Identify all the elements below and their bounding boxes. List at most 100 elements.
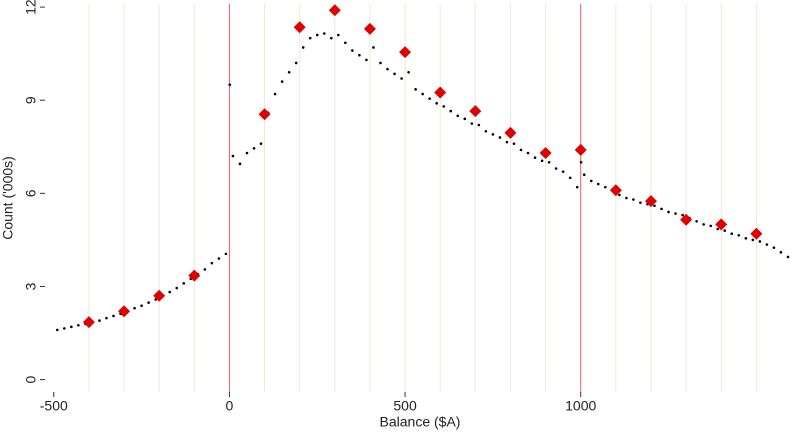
dot-marker	[77, 323, 80, 327]
dot-marker	[449, 109, 453, 113]
dot-marker	[287, 70, 291, 74]
dot-marker	[579, 161, 583, 164]
dot-marker	[477, 123, 481, 127]
dot-marker	[372, 46, 375, 49]
dot-marker	[386, 67, 389, 71]
diamond-marker	[399, 46, 412, 59]
dot-marker	[245, 151, 249, 155]
dot-marker	[660, 207, 663, 211]
diamond-marker	[644, 195, 657, 208]
dot-marker	[203, 268, 207, 271]
x-tick-label: 500	[393, 398, 417, 414]
diamond-marker	[715, 218, 728, 231]
dot-marker	[751, 238, 755, 242]
dot-marker	[147, 301, 150, 304]
dot-marker	[779, 251, 783, 254]
dot-marker	[421, 92, 424, 96]
dot-marker	[758, 240, 762, 243]
dot-marker	[667, 210, 670, 214]
diamond-marker	[574, 143, 587, 156]
dot-marker	[765, 243, 769, 246]
dot-marker	[435, 102, 438, 105]
x-tick-label: -500	[40, 398, 68, 414]
dot-marker	[512, 142, 516, 145]
dot-marker	[322, 32, 326, 35]
dot-marker	[561, 170, 565, 173]
dot-marker	[407, 70, 410, 74]
dot-marker	[393, 72, 396, 76]
dot-marker	[533, 156, 537, 159]
y-axis-title: Count ('000s)	[0, 156, 16, 240]
diamond-marker	[363, 22, 376, 35]
diamond-marker	[434, 86, 447, 99]
dot-marker	[456, 114, 460, 118]
dot-marker	[428, 97, 431, 100]
x-tick-label: 1000	[565, 398, 596, 414]
dot-marker	[379, 61, 382, 65]
dot-marker	[737, 233, 741, 237]
dot-marker	[168, 290, 172, 294]
dot-marker	[484, 129, 488, 133]
dot-marker	[695, 219, 698, 223]
dot-marker	[70, 325, 73, 329]
dot-marker	[140, 304, 143, 308]
x-tick-label: 0	[226, 398, 234, 414]
diamond-marker	[609, 184, 622, 197]
dot-marker	[329, 36, 333, 40]
y-tick-label: 9	[23, 96, 39, 104]
dot-marker	[259, 142, 263, 145]
dot-marker	[351, 49, 354, 52]
dot-marker	[639, 201, 642, 204]
dot-marker	[470, 122, 474, 125]
dot-marker	[224, 252, 228, 256]
dot-marker	[308, 36, 312, 40]
diamond-marker	[82, 316, 95, 329]
dot-marker	[182, 282, 186, 285]
dot-marker	[105, 316, 108, 320]
dot-marker	[625, 196, 628, 200]
dot-marker	[702, 223, 705, 226]
dot-marker	[653, 204, 656, 208]
dot-marker	[98, 319, 101, 322]
dot-marker	[238, 162, 242, 166]
dot-marker	[210, 261, 214, 265]
dot-marker	[716, 227, 720, 231]
dot-marker	[554, 167, 558, 170]
dot-marker	[505, 140, 509, 144]
dot-marker	[231, 154, 235, 158]
dot-marker	[618, 193, 621, 197]
dot-marker	[596, 182, 600, 186]
y-tick-label: 6	[23, 189, 39, 197]
diamond-marker	[293, 21, 306, 34]
dot-marker	[228, 83, 232, 87]
diamond-marker	[118, 305, 131, 318]
dot-marker	[463, 117, 467, 121]
dot-marker	[365, 58, 368, 62]
dot-marker	[681, 213, 684, 217]
dot-marker	[772, 246, 776, 249]
dot-marker	[442, 105, 446, 108]
dot-marker	[491, 133, 495, 136]
dot-marker	[730, 232, 734, 235]
y-tick-label: 3	[23, 282, 39, 290]
dot-marker	[175, 286, 179, 290]
dot-marker	[294, 61, 298, 65]
dot-marker	[280, 80, 284, 83]
dot-marker	[112, 314, 115, 318]
diamond-marker	[258, 108, 271, 121]
dot-marker	[344, 41, 347, 45]
dot-marker	[540, 159, 544, 163]
diamond-marker	[750, 227, 763, 240]
dot-marker	[604, 185, 607, 189]
dot-marker	[582, 173, 586, 177]
dot-marker	[568, 176, 572, 180]
dot-marker	[358, 53, 361, 57]
dot-marker	[63, 327, 66, 330]
dot-marker	[547, 161, 551, 164]
diamond-marker	[680, 213, 693, 226]
dot-marker	[519, 148, 523, 152]
y-tick-label: 12	[23, 0, 39, 15]
dot-marker	[723, 229, 727, 232]
